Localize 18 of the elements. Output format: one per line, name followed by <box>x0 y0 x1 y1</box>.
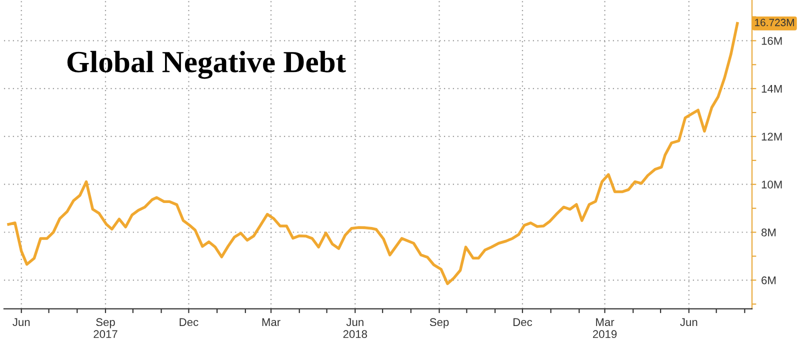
x-tick-label: Mar <box>262 318 280 326</box>
x-tick-label: Sep 2017 <box>94 318 118 338</box>
x-tick-label: Dec <box>180 318 198 326</box>
y-tick-label: 10M <box>762 180 782 188</box>
y-tick-label: 8M <box>762 228 776 236</box>
y-tick-label: 16M <box>762 36 782 45</box>
text: Global Negative Debt <box>67 50 346 79</box>
line-series <box>7 22 739 286</box>
x-tick-label: Jun <box>680 318 698 326</box>
x-tick-label: Mar 2019 <box>592 318 617 338</box>
annotation: 16.723M <box>755 18 794 26</box>
x-tick-label: Jun 2018 <box>343 318 368 338</box>
x-tick-label: Jun <box>12 318 30 326</box>
y-tick-label: 6M <box>762 276 776 284</box>
y-tick-label: 12M <box>762 132 782 140</box>
y-tick-label: 14M <box>762 84 782 93</box>
x-tick-label: Dec <box>514 318 532 326</box>
x-tick-label: Sep <box>430 318 449 328</box>
